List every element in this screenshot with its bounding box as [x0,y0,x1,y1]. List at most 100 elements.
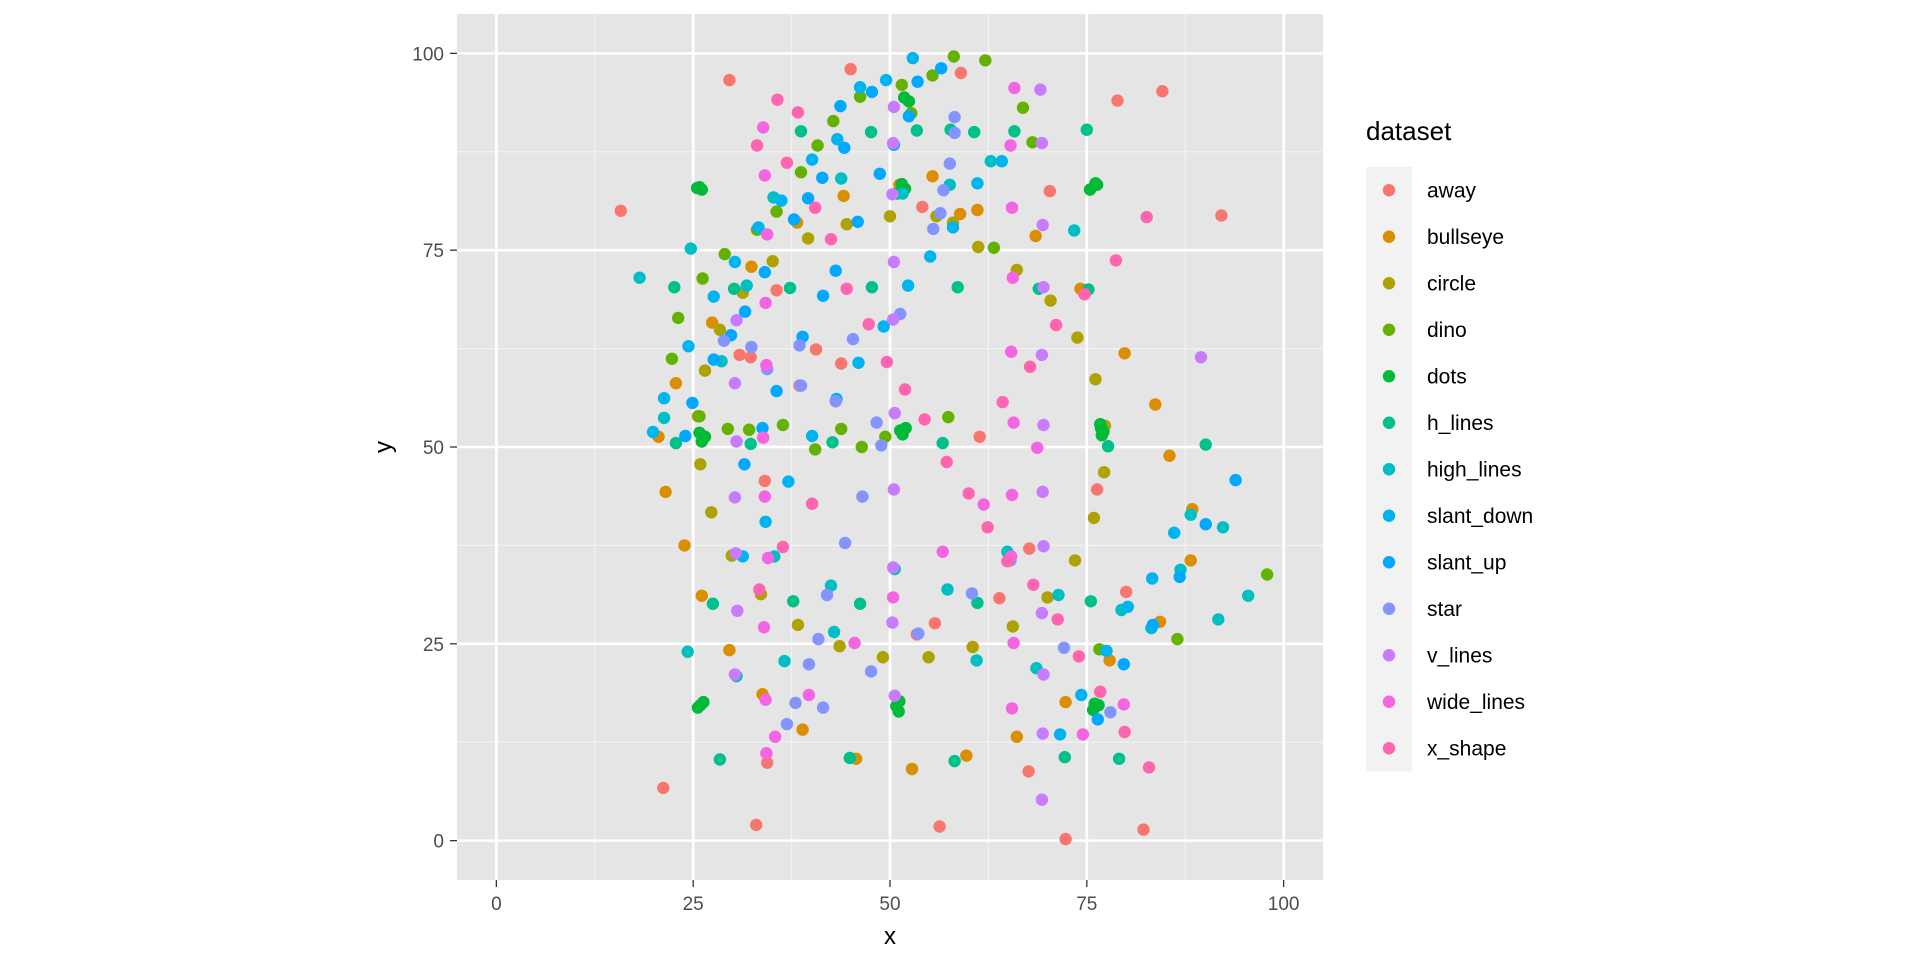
point-dino [809,443,822,456]
legend-key-slant-down [1382,509,1396,522]
point-wide-lines [759,693,772,706]
point-wide-lines [802,688,816,702]
x-tick-label: 75 [1076,894,1097,915]
point-star [856,490,869,503]
point-v-lines [886,136,900,150]
point-high-lines [827,625,841,639]
point-v-lines [887,100,901,114]
point-away [733,348,746,362]
point-x-shape [824,233,838,246]
point-bullseye [695,589,708,602]
point-x-shape [862,318,875,331]
point-circle [966,640,979,654]
point-circle [801,232,815,245]
point-h-lines [1080,123,1094,136]
point-x-shape [1140,210,1153,224]
point-high-lines [824,579,838,592]
point-v-lines [728,491,742,504]
point-dots [1094,418,1107,431]
legend-item-h-lines: h_lines [1382,412,1494,435]
point-slant-up [838,141,851,154]
point-high-lines [657,411,671,425]
legend-key-star [1382,602,1396,615]
legend-key-away [1382,184,1396,197]
point-circle [922,651,935,664]
point-h-lines [936,436,949,450]
point-away [1156,85,1169,98]
series-v-lines [728,83,1208,806]
point-v-lines [1037,668,1050,681]
point-dino [1026,136,1039,149]
point-high-lines [970,654,983,667]
point-slant-up [1146,618,1160,632]
point-dino [1260,568,1274,581]
point-bullseye [723,643,736,657]
legend-item-star: star [1382,598,1462,621]
point-high-lines [633,271,646,284]
point-v-lines [886,561,900,574]
point-v-lines [1035,793,1049,806]
point-bullseye [1149,398,1162,411]
legend-label: star [1427,598,1462,621]
point-wide-lines [1005,345,1018,358]
point-dino [665,352,679,365]
point-x-shape [918,413,931,426]
point-v-lines [1036,727,1049,740]
legend-item-v-lines: v_lines [1382,644,1492,667]
point-dino [926,69,939,82]
point-h-lines [744,437,757,451]
point-away [1090,483,1104,496]
legend-item-slant-down: slant_down [1382,505,1533,528]
point-circle [791,618,805,632]
point-away [614,204,627,217]
point-away [973,430,986,443]
point-slant-down [1121,600,1135,613]
legend-item-dino: dino [1382,319,1467,342]
point-circle [698,364,712,377]
point-circle [876,651,890,664]
point-slant-down [805,429,819,443]
point-away [1059,832,1072,846]
point-circle [766,255,779,268]
point-h-lines [853,597,867,610]
point-wide-lines [761,228,774,241]
point-star [948,126,961,140]
point-star [794,379,808,392]
y-axis: 0 25 50 75 100 [412,44,457,853]
series-bullseye [652,170,1199,776]
point-x-shape [809,201,822,214]
point-slant-up [829,264,842,277]
point-slant-down [752,221,765,234]
point-h-lines [668,281,681,294]
point-circle [1087,511,1101,525]
point-slant-up [935,62,948,75]
point-slant-up [1229,473,1242,487]
point-wide-lines [757,121,770,134]
point-x-shape [880,355,894,369]
point-away [1022,765,1035,778]
point-slant-up [816,289,830,302]
point-high-lines [1068,224,1081,237]
point-high-lines [1184,508,1197,521]
point-circle [1071,331,1084,344]
legend-key-dots [1382,370,1396,383]
point-away [1111,94,1124,107]
point-x-shape [962,487,975,500]
x-axis: 0 25 50 75 100 [491,880,1299,915]
point-x-shape [996,395,1009,409]
point-x-shape [1049,318,1063,332]
point-x-shape [1109,254,1123,267]
legend-item-high-lines: high_lines [1382,458,1522,481]
point-circle [1097,466,1111,479]
series-star [717,110,1117,731]
point-dino [895,78,908,92]
point-v-lines [887,483,901,496]
point-v-lines [731,604,744,617]
point-h-lines [1084,595,1098,608]
data-points [614,50,1274,846]
point-v-lines [1194,351,1208,364]
point-dino [770,205,783,218]
point-wide-lines [768,730,782,743]
point-v-lines [886,616,899,629]
point-dino [693,410,706,423]
